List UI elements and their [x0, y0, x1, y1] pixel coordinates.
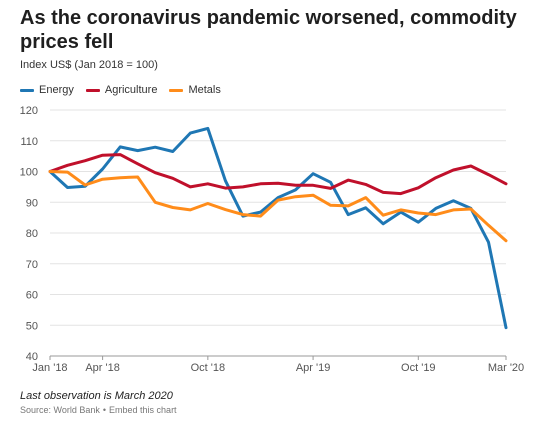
source-text: Source: World Bank: [20, 405, 100, 415]
y-tick-label: 80: [26, 228, 38, 240]
last-observation-note: Last observation is March 2020: [20, 390, 173, 402]
legend-label-metals: Metals: [188, 84, 221, 96]
legend-swatch-agriculture: [85, 88, 100, 92]
legend-swatch-metals: [169, 88, 184, 92]
legend-label-agriculture: Agriculture: [104, 84, 158, 96]
y-tick-label: 40: [26, 351, 38, 363]
y-tick-label: 90: [26, 197, 38, 209]
y-tick-label: 120: [20, 105, 38, 117]
series-line-energy: [48, 126, 508, 330]
embed-link[interactable]: Embed this chart: [109, 405, 177, 415]
x-tick-label: Apr '18: [85, 362, 120, 374]
x-tick-label: Jan '18: [32, 362, 67, 374]
chart-legend: Energy Agriculture Metals: [20, 84, 221, 96]
x-tick-label: Oct '18: [191, 362, 226, 374]
legend-swatch-energy: [20, 88, 34, 92]
y-tick-label: 110: [20, 136, 38, 148]
legend-item-metals: Metals: [169, 84, 221, 96]
x-tick-label: Apr '19: [296, 362, 331, 374]
x-tick-label: Mar '20: [488, 362, 524, 374]
y-tick-label: 100: [20, 167, 38, 179]
legend-label-energy: Energy: [39, 84, 74, 96]
x-tick-label: Oct '19: [401, 362, 436, 374]
series-line-agriculture: [48, 153, 508, 196]
chart-subtitle: Index US$ (Jan 2018 = 100): [20, 59, 158, 71]
source-line: Source: World Bank • Embed this chart: [20, 405, 177, 415]
series-line-metals: [48, 170, 508, 243]
chart-title: As the coronavirus pandemic worsened, co…: [20, 7, 517, 53]
legend-item-agriculture: Agriculture: [85, 84, 158, 96]
legend-item-energy: Energy: [20, 84, 74, 96]
y-tick-label: 50: [26, 320, 38, 332]
y-tick-label: 60: [26, 290, 38, 302]
source-separator: •: [102, 405, 107, 415]
y-tick-label: 70: [26, 259, 38, 271]
